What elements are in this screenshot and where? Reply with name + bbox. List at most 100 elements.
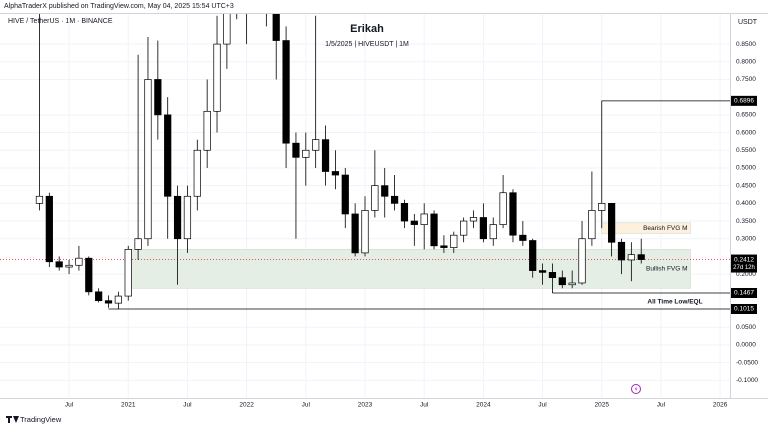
candle-body	[114, 295, 122, 304]
x-tick-label: 2026	[713, 402, 728, 409]
y-tick-label: 0.4500	[736, 182, 756, 189]
candle-body	[85, 257, 93, 293]
candle-body	[292, 142, 300, 158]
candle-body	[104, 300, 113, 304]
y-tick-label: 0.0500	[736, 324, 756, 331]
candle-body	[213, 43, 221, 112]
y-tick-label: 0.5000	[736, 165, 756, 172]
x-tick-label: 2025	[595, 402, 610, 409]
watermark-subtitle: 1/5/2025 | HIVEUSDT | 1M	[325, 41, 409, 48]
candle-body	[598, 202, 606, 211]
candle-body	[193, 149, 201, 197]
level-label: All Time Low/EQL	[647, 299, 702, 306]
brand: TradingView	[20, 415, 62, 424]
candle-body	[538, 270, 547, 273]
candle-body	[440, 245, 448, 248]
x-tick-label: Jul	[302, 402, 311, 409]
candle-body	[548, 272, 557, 279]
candle-body	[154, 79, 162, 116]
zone-label: Bullish FVG M	[646, 266, 688, 273]
y-tick-label: 0.6500	[736, 112, 756, 119]
price-label: 0.1467	[734, 290, 754, 297]
price-label: 0.1015	[734, 306, 754, 313]
candle-body	[282, 40, 290, 144]
x-tick-label: Jul	[420, 402, 429, 409]
price-label-box	[731, 95, 757, 106]
candle-body	[608, 202, 616, 243]
y-tick-label: 0.2000	[736, 271, 756, 278]
price-label-box	[731, 303, 757, 314]
x-tick-label: Jul	[538, 402, 547, 409]
candle-body	[55, 261, 63, 268]
candle-body	[420, 213, 428, 225]
candle-body	[519, 234, 527, 241]
candle-body	[430, 213, 438, 247]
currency: USDT	[738, 19, 758, 26]
candle-body	[95, 291, 103, 302]
candle-body	[341, 174, 349, 215]
fvg-zone	[127, 249, 691, 289]
brand-logo	[6, 416, 19, 423]
y-tick-label: 0.4000	[736, 200, 756, 207]
candle-body	[617, 241, 626, 261]
y-tick-label: 0.8500	[736, 41, 756, 48]
candle-body	[558, 277, 566, 286]
candle-body	[578, 238, 586, 284]
axes: 0.8500 0.8000 0.7500 0.6500 0.6000 0.5500 0.50…	[65, 41, 759, 409]
candle-body	[144, 79, 152, 240]
y-tick-label: 0.3000	[736, 235, 756, 242]
candle-body	[410, 220, 418, 225]
candle-body	[35, 195, 44, 204]
x-tick-label: 2023	[358, 402, 373, 409]
candle-body	[509, 192, 517, 236]
y-tick-label: 0.8000	[736, 58, 756, 65]
candle-body	[331, 171, 340, 176]
y-tick-label: -0.1000	[736, 377, 758, 384]
watermark-title: Erikah	[350, 23, 384, 35]
fvg-zone	[601, 222, 691, 234]
candle-body	[134, 238, 142, 250]
candle-body	[351, 213, 359, 254]
y-tick-label: 0.7500	[736, 76, 756, 83]
plot-area: Bearish FVG M Bullish FVG M All Time Low/E…	[0, 14, 730, 398]
price-label-box	[731, 287, 757, 298]
y-tick-label: -0.0500	[736, 359, 758, 366]
candle-body	[390, 195, 399, 204]
y-tick-label: 0.3500	[736, 218, 756, 225]
candle-body	[75, 257, 83, 266]
alert-bolt	[634, 386, 638, 392]
last-price-box	[731, 254, 757, 273]
candle-body	[381, 185, 389, 197]
candle-body	[529, 240, 537, 271]
candle-body	[460, 220, 468, 236]
candle-body	[272, 14, 280, 41]
candle-body	[203, 110, 211, 151]
candle-body	[400, 202, 409, 222]
x-tick-label: Jul	[65, 402, 74, 409]
candle-body	[164, 114, 172, 197]
candle-body	[302, 149, 310, 158]
candle-body	[173, 195, 182, 240]
candle-body	[124, 249, 132, 297]
candle-body	[489, 224, 497, 240]
candle-body	[65, 264, 73, 268]
price-label: 0.6896	[734, 98, 754, 105]
candle-body	[479, 217, 487, 240]
candle-body	[588, 210, 596, 240]
y-tick-label: 0.5500	[736, 147, 756, 154]
last-price-label: 0.2412	[734, 256, 754, 263]
y-tick-label: 0.6000	[736, 129, 756, 136]
candle-body	[371, 185, 379, 211]
x-tick-label: Jul	[657, 402, 666, 409]
candle-body	[450, 234, 458, 248]
publish-line: AlphaTraderX published on TradingView.co…	[4, 3, 234, 10]
candle-body	[223, 14, 231, 45]
candle-body	[312, 139, 320, 151]
candle-body	[183, 195, 192, 240]
x-tick-label: 2021	[121, 402, 136, 409]
alert-icon[interactable]	[631, 384, 641, 394]
countdown: 27d 12h	[733, 265, 755, 271]
symbol: HIVE / TetherUS · 1M · BINANCE	[8, 18, 113, 25]
